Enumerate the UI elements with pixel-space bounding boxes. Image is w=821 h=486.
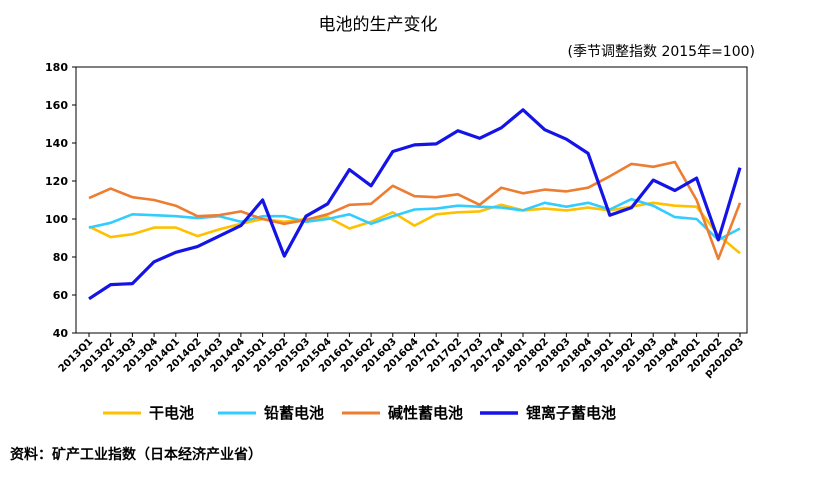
chart-title: 电池的生产变化	[319, 15, 438, 35]
plot-frame	[75, 66, 748, 334]
y-tick-label: 160	[45, 99, 68, 112]
y-tick-label: 140	[45, 137, 68, 150]
series-line-2	[88, 197, 741, 242]
source-note: 资料：矿产工业指数（日本经济产业省）	[10, 446, 262, 463]
series-line-4	[88, 108, 742, 301]
legend-label-4: 锂离子蓄电池	[526, 404, 616, 422]
legend-label-2: 铅蓄电池	[264, 404, 324, 422]
y-tick-label: 180	[45, 61, 68, 74]
y-tick-label: 100	[45, 213, 68, 226]
legend: 干电池 铅蓄电池 碱性蓄电池 锂离子蓄电池	[103, 404, 616, 422]
series-line-3	[88, 160, 742, 261]
y-tick-label: 40	[53, 327, 69, 340]
y-tick-label: 120	[45, 175, 68, 188]
y-axis: 40 60 80 100 120 140 160 180	[45, 61, 76, 340]
series-lines	[88, 108, 742, 301]
legend-label-1: 干电池	[149, 404, 194, 422]
y-tick-label: 60	[53, 289, 69, 302]
chart-subtitle: (季节调整指数 2015年=100)	[568, 44, 755, 60]
y-tick-label: 80	[53, 251, 69, 264]
legend-label-3: 碱性蓄电池	[388, 404, 463, 422]
x-axis: 2013Q12013Q22013Q32013Q42014Q12014Q22014…	[57, 333, 746, 380]
